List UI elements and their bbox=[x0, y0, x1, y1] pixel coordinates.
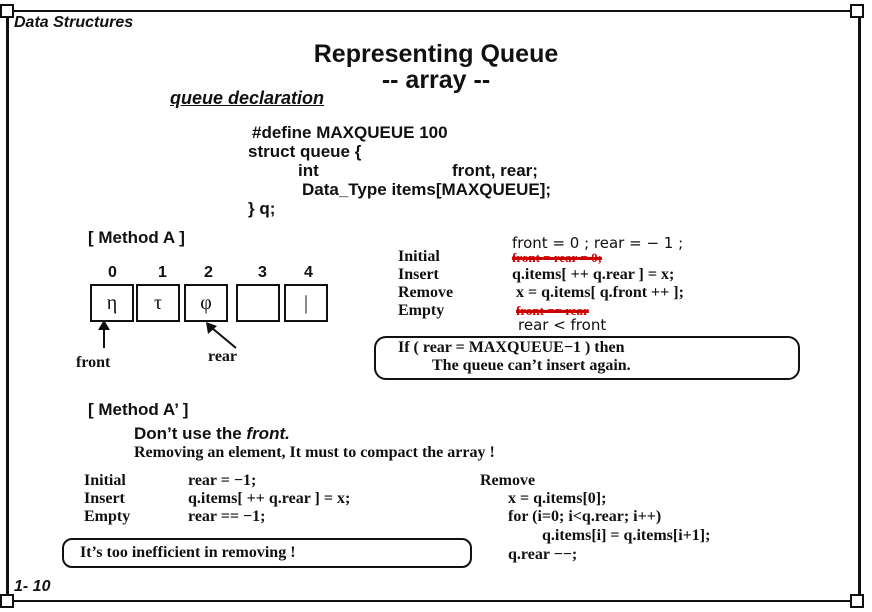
prime-remove-line4: q.rear −−; bbox=[508, 546, 578, 563]
array-index-0: 0 bbox=[108, 264, 117, 281]
method-a-prime-line2: Removing an element, It must to compact … bbox=[134, 444, 495, 461]
empty-handwritten: rear < front bbox=[518, 316, 607, 334]
corner-top-left bbox=[0, 4, 14, 18]
method-a-note-line2: The queue can’t insert again. bbox=[432, 357, 631, 374]
page-title: Representing Queue bbox=[313, 40, 559, 68]
prime-insert-label: Insert bbox=[84, 490, 125, 507]
op-insert-label: Insert bbox=[398, 266, 439, 283]
prime-insert-code: q.items[ ++ q.rear ] = x; bbox=[188, 490, 351, 507]
method-a-prime-note: It’s too inefficient in removing ! bbox=[80, 544, 296, 561]
array-cell-1: τ bbox=[136, 284, 180, 322]
corner-bottom-right bbox=[850, 594, 864, 608]
method-a-prime-label: [ Method A’ ] bbox=[88, 400, 189, 419]
prime-empty-code: rear == −1; bbox=[188, 508, 266, 525]
op-insert-code: q.items[ ++ q.rear ] = x; bbox=[512, 266, 675, 283]
array-index-2: 2 bbox=[204, 264, 213, 281]
declaration-label: queue declaration bbox=[170, 88, 325, 108]
prime-initial-code: rear = −1; bbox=[188, 472, 257, 489]
page-frame bbox=[6, 10, 861, 602]
prime-remove-line3: q.items[i] = q.items[i+1]; bbox=[542, 527, 711, 544]
method-a-prime-line1: Don’t use the front. bbox=[134, 424, 290, 443]
prime-remove-title: Remove bbox=[480, 472, 536, 489]
prime-empty-label: Empty bbox=[84, 508, 131, 525]
corner-bottom-left bbox=[0, 594, 14, 608]
decl-line-define: #define MAXQUEUE 100 bbox=[252, 123, 448, 142]
array-cell-4: | bbox=[284, 284, 328, 322]
decl-line-struct: struct queue { bbox=[248, 142, 362, 161]
prime-remove-line1: x = q.items[0]; bbox=[508, 490, 607, 507]
decl-line-items: Data_Type items[MAXQUEUE]; bbox=[302, 180, 552, 199]
front-pointer-label: front bbox=[76, 354, 111, 371]
method-a-note-line1: If ( rear = MAXQUEUE−1 ) then bbox=[398, 339, 625, 356]
initial-struck: front = rear = 0; bbox=[512, 250, 602, 265]
op-initial-label: Initial bbox=[398, 248, 440, 265]
course-header: Data Structures bbox=[14, 14, 134, 31]
op-remove-code: x = q.items[ q.front ++ ]; bbox=[516, 284, 684, 301]
method-a-prime-note-box bbox=[62, 538, 472, 568]
prime-initial-label: Initial bbox=[84, 472, 126, 489]
initial-handwritten: front = 0 ; rear = − 1 ; bbox=[512, 234, 684, 252]
array-cell-2: φ bbox=[184, 284, 228, 322]
page-subtitle: -- array -- bbox=[381, 66, 491, 94]
rear-pointer-label: rear bbox=[208, 348, 238, 365]
decl-line-close: } q; bbox=[248, 199, 276, 218]
array-cell-3 bbox=[236, 284, 280, 322]
array-index-4: 4 bbox=[304, 264, 313, 281]
page-number: 1- 10 bbox=[14, 578, 51, 595]
op-remove-label: Remove bbox=[398, 284, 454, 301]
op-empty-label: Empty bbox=[398, 302, 445, 319]
decl-line-int: int bbox=[298, 161, 319, 180]
array-cell-0: η bbox=[90, 284, 134, 322]
method-a-label: [ Method A ] bbox=[88, 228, 185, 247]
method-a-note-box bbox=[374, 336, 800, 380]
corner-top-right bbox=[850, 4, 864, 18]
decl-line-fields: front, rear; bbox=[452, 161, 538, 180]
prime-remove-line2: for (i=0; i<q.rear; i++) bbox=[508, 508, 662, 525]
array-index-3: 3 bbox=[258, 264, 267, 281]
empty-struck: front == rear bbox=[516, 303, 589, 318]
array-index-1: 1 bbox=[158, 264, 167, 281]
